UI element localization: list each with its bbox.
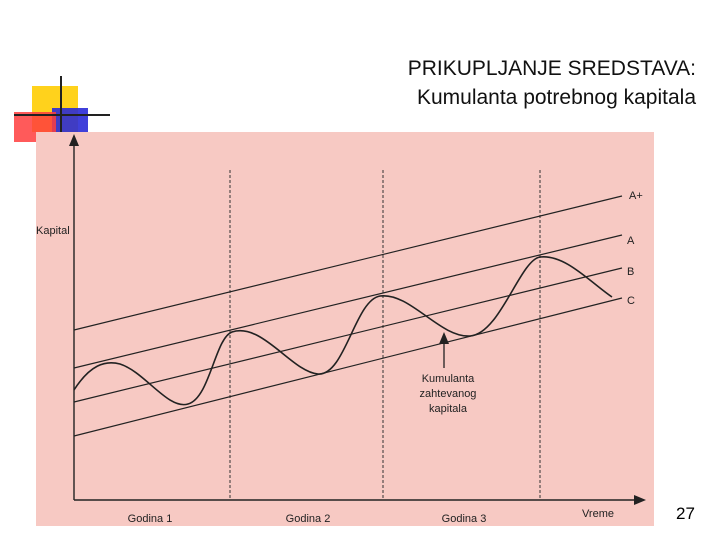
line-label-a-plus: A+ xyxy=(629,190,643,202)
annotation-line-3: kapitala xyxy=(429,403,468,415)
line-a xyxy=(73,234,623,369)
line-a-plus xyxy=(73,195,623,331)
page-number: 27 xyxy=(676,504,695,523)
y-axis-label: Kapital xyxy=(36,225,70,237)
decor-blue-square xyxy=(52,108,88,136)
period-label-2: Godina 2 xyxy=(286,513,331,525)
annotation-line-1: Kumulanta xyxy=(422,373,475,385)
title-line-1: PRIKUPLJANJE SREDSTAVA: xyxy=(407,57,696,80)
annotation-line-2: zahtevanog xyxy=(420,388,477,400)
slide-title: PRIKUPLJANJE SREDSTAVA: Kumulanta potreb… xyxy=(408,54,696,112)
line-label-b: B xyxy=(627,266,634,278)
x-axis-arrow xyxy=(634,495,646,505)
cumulative-capital-curve xyxy=(73,256,613,406)
line-b xyxy=(73,267,623,403)
x-axis-label: Vreme xyxy=(582,508,614,520)
line-label-a: A xyxy=(627,235,635,247)
period-label-1: Godina 1 xyxy=(128,513,173,525)
diagram-panel xyxy=(36,132,654,526)
decor-horizontal-line xyxy=(14,114,110,116)
line-label-c: C xyxy=(627,295,635,307)
annotation-arrow-head xyxy=(439,332,449,344)
y-axis-arrow xyxy=(69,134,79,146)
line-c xyxy=(73,297,623,437)
period-label-3: Godina 3 xyxy=(442,513,487,525)
title-line-2: Kumulanta potrebnog kapitala xyxy=(416,86,696,109)
decor-vertical-line xyxy=(60,76,62,148)
